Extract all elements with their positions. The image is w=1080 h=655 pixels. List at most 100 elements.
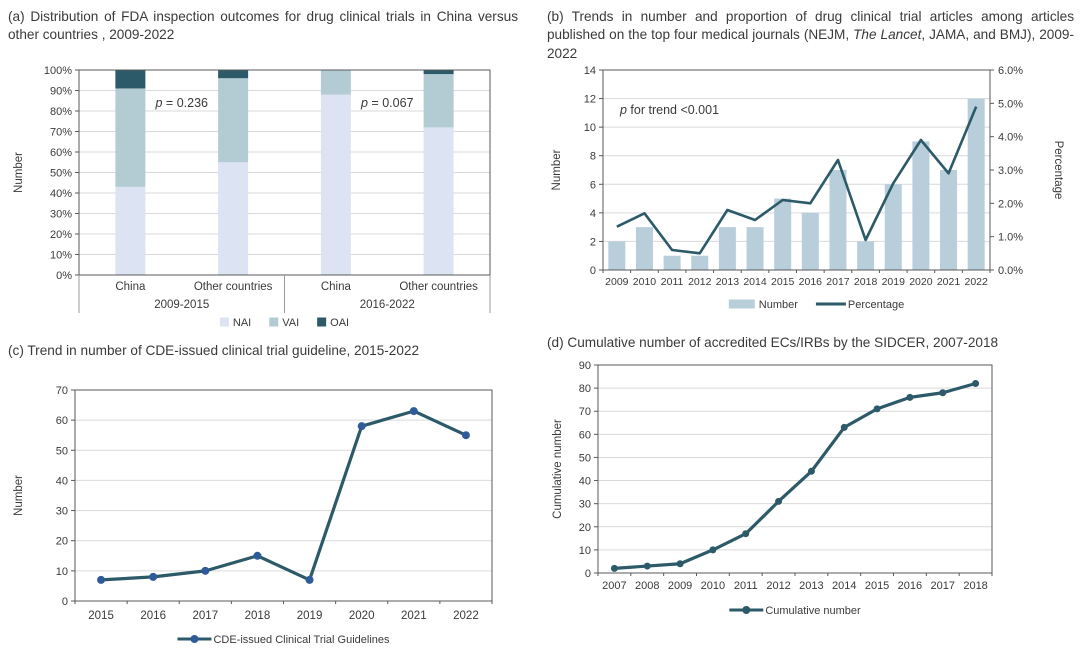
- y-tick-label: 8: [590, 151, 596, 163]
- x-tick-label: 2019: [297, 610, 323, 622]
- x-tick-label: 2016: [799, 276, 823, 288]
- x-tick-label: 2013: [716, 276, 740, 288]
- x-tick-label: 2011: [734, 580, 758, 592]
- panel-d-title: (d) Cumulative number of accredited ECs/…: [547, 334, 1074, 352]
- x-tick-label: 2010: [633, 276, 657, 288]
- annotation: p for trend <0.001: [619, 103, 719, 117]
- y-tick-label: 0: [590, 265, 596, 277]
- category-label: China: [115, 281, 146, 293]
- panel-b-title: (b) Trends in number and proportion of d…: [547, 8, 1074, 63]
- legend-marker: [190, 635, 199, 644]
- y-axis-left: 0 10 20 30 40 50 60 70: [56, 385, 75, 608]
- data-point: [775, 498, 783, 506]
- y-tick-label: 6.0%: [998, 65, 1023, 77]
- x-tick-label: 2009: [605, 276, 629, 288]
- data-point: [939, 389, 947, 397]
- x-tick-label: 2020: [349, 610, 375, 622]
- panel-a-title: (a) Distribution of FDA inspection outco…: [8, 8, 518, 45]
- bar-segment-vai: [218, 78, 249, 163]
- y-tick-label: 0.0%: [998, 265, 1023, 277]
- panel-a-title-text: (a) Distribution of FDA inspection outco…: [8, 9, 518, 43]
- bar-segment-nai: [320, 94, 351, 275]
- x-tick-label: 2018: [963, 580, 987, 592]
- legend-label: Number: [759, 299, 798, 311]
- bar-number: [608, 241, 626, 271]
- y-tick-label: 100%: [44, 65, 72, 77]
- bar-number: [774, 199, 792, 271]
- y-tick-label: 20: [579, 522, 591, 534]
- x-axis: China Other countries China Other countries…: [78, 274, 491, 313]
- x-tick-label: 2014: [743, 276, 767, 288]
- bar-number: [884, 184, 902, 271]
- x-tick-label: 2017: [193, 610, 219, 622]
- y-tick-label: 70: [579, 407, 591, 419]
- bar-segment-nai: [218, 162, 249, 275]
- gridlines: [75, 420, 492, 572]
- x-tick-label: 2018: [245, 610, 271, 622]
- y-tick-label: 40: [56, 476, 68, 488]
- legend-label: VAI: [282, 317, 299, 329]
- legend-label: Percentage: [848, 299, 904, 311]
- y-axis-title: Percentage: [1052, 141, 1064, 200]
- x-tick-label: 2007: [602, 580, 626, 592]
- x-tick-label: 2012: [766, 580, 790, 592]
- data-point: [610, 565, 618, 573]
- legend: NAI VAI OAI: [219, 317, 349, 329]
- y-axis-left: 0 2 4 6 8 10 12 14: [584, 65, 603, 277]
- x-tick-label: 2009: [668, 580, 692, 592]
- x-tick-label: 2015: [771, 276, 795, 288]
- y-tick-label: 70: [56, 385, 68, 397]
- x-axis-ticks: [74, 601, 493, 605]
- panel-d-title-text: (d) Cumulative number of accredited ECs/…: [547, 335, 999, 350]
- panel-c-title: (c) Trend in number of CDE-issued clinic…: [8, 342, 518, 360]
- y-tick-label: 70%: [50, 126, 72, 138]
- y-tick-label: 40: [579, 476, 591, 488]
- data-point: [643, 563, 651, 571]
- annotation: p = 0.236: [155, 96, 209, 110]
- chart-d-line-sidcer-cumulative: 0 10 20 30 40 50 60 70 80 90 Cumulative number 2007…: [552, 360, 993, 617]
- data-point: [253, 552, 262, 561]
- panel-b-title-prefix: (b) Trends in number and proportion of d…: [547, 9, 1074, 43]
- y-axis-title: Cumulative number: [552, 419, 564, 519]
- x-tick-label: 2016: [898, 580, 922, 592]
- data-markers: [97, 407, 470, 585]
- stacked-bars: [115, 69, 454, 275]
- bar-number: [912, 141, 930, 271]
- x-axis-labels: 2007 2008 2009 2010 2011 2012 2013 2014 2015 2016…: [602, 580, 988, 592]
- y-tick-label: 50: [579, 453, 591, 465]
- legend-swatch: [317, 317, 327, 327]
- data-point: [709, 546, 717, 554]
- chart-a-stacked-bar-fda-inspection-outcomes: 0% 10% 20% 30% 40% 50% 60% 70% 80% 90% 100% Number C…: [13, 65, 491, 329]
- data-point: [461, 431, 470, 440]
- y-tick-label: 2: [590, 237, 596, 249]
- y-tick-label: 50: [56, 446, 68, 458]
- x-tick-label: 2020: [909, 276, 933, 288]
- panel-b: (b) Trends in number and proportion of d…: [547, 8, 1074, 320]
- y-tick-label: 10%: [50, 249, 72, 261]
- y-tick-label: 3.0%: [998, 165, 1023, 177]
- x-tick-label: 2021: [401, 610, 427, 622]
- bar-number: [663, 256, 681, 271]
- legend: Number Percentage: [728, 299, 904, 311]
- bar-number: [940, 170, 958, 271]
- y-tick-label: 2.0%: [998, 199, 1023, 211]
- plot-frame: [597, 364, 993, 574]
- number-bars: [608, 99, 985, 271]
- bar-segment-vai: [423, 74, 454, 128]
- x-tick-label: 2015: [88, 610, 114, 622]
- y-tick-label: 60: [579, 430, 591, 442]
- data-point: [409, 407, 418, 416]
- legend-label: CDE-issued Clinical Trial Guidelines: [213, 634, 390, 646]
- legend: CDE-issued Clinical Trial Guidelines: [177, 634, 390, 646]
- y-tick-label: 30: [579, 499, 591, 511]
- y-tick-label: 0%: [56, 270, 72, 282]
- bar-segment-nai: [423, 127, 454, 275]
- group-label: 2016-2022: [360, 299, 415, 311]
- chart-b-combo-articles-trend: 0 2 4 6 8 10 12 14 0.0% 1.0% 2.0% 3.0% 4.0% 5.0% 6.0% N…: [551, 65, 1064, 311]
- bar-segment-vai: [320, 69, 351, 95]
- x-tick-label: 2010: [701, 580, 725, 592]
- bar-segment-oai: [218, 69, 249, 79]
- y-tick-label: 10: [584, 123, 596, 135]
- y-tick-label: 80: [579, 384, 591, 396]
